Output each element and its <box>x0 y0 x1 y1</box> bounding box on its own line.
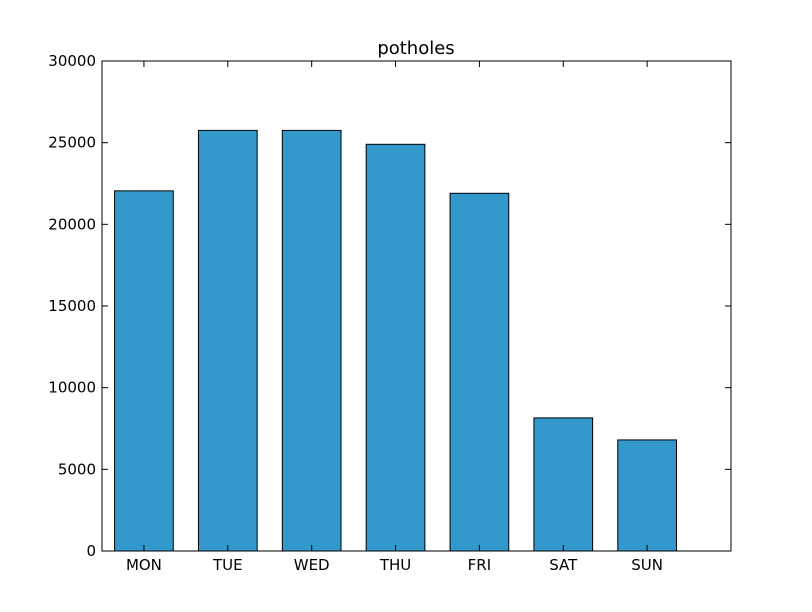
bar-fri <box>449 192 510 552</box>
bar-tue <box>197 129 258 552</box>
bar-sun <box>617 439 677 552</box>
y-tick-label: 25000 <box>48 134 96 152</box>
bar-thu <box>365 143 426 552</box>
x-tick-label-sat: SAT <box>549 556 578 574</box>
bar-sat <box>533 417 594 552</box>
x-tick-label-fri: FRI <box>468 556 491 574</box>
bar-wed <box>281 129 342 552</box>
y-tick-label: 20000 <box>48 215 96 233</box>
y-tick-label: 10000 <box>48 379 96 397</box>
x-tick-label-wed: WED <box>294 556 330 574</box>
chart-title: potholes <box>377 38 454 59</box>
bar-mon <box>114 190 174 552</box>
bars-group <box>114 129 677 552</box>
plot-frame <box>101 60 732 552</box>
x-tick-label-tue: TUE <box>212 556 243 574</box>
x-axis: MON TUE WED THU FRI SAT SUN <box>126 61 663 574</box>
y-tick-label: 15000 <box>48 297 96 315</box>
x-tick-label-thu: THU <box>379 556 411 574</box>
y-axis: 0 5000 10000 15000 20000 25000 30000 <box>48 52 731 560</box>
x-tick-label-mon: MON <box>126 556 162 574</box>
y-tick-label: 30000 <box>48 52 96 70</box>
x-tick-label-sun: SUN <box>631 556 663 574</box>
y-tick-label: 0 <box>86 542 96 560</box>
y-tick-label: 5000 <box>58 460 96 478</box>
